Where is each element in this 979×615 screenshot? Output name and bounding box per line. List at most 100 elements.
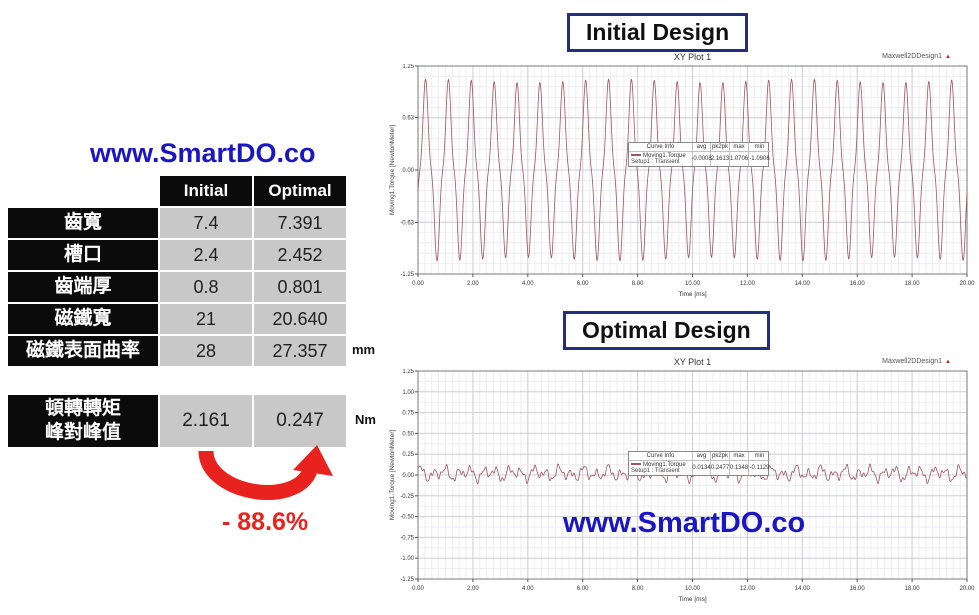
row-label-magnet-surface-curvature: 磁鐵表面曲率 [8, 336, 158, 366]
legend-header-pk2pk: pk2pk [711, 143, 730, 152]
svg-text:16.00: 16.00 [850, 281, 866, 287]
legend-header-avg: avg [693, 143, 711, 152]
svg-text:0.50: 0.50 [402, 431, 414, 437]
svg-text:10.00: 10.00 [685, 281, 701, 287]
reduction-arrow-icon [198, 445, 333, 500]
svg-text:Time [ms]: Time [ms] [678, 596, 706, 603]
svg-text:0.00: 0.00 [412, 281, 424, 287]
svg-text:-0.75: -0.75 [400, 535, 414, 541]
svg-text:0.00: 0.00 [402, 473, 414, 479]
svg-text:14.00: 14.00 [795, 586, 811, 592]
svg-text:-0.50: -0.50 [400, 515, 414, 521]
initial-design-plot: XY Plot 1 Maxwell2DDesign1 ▲ 0.00 2.00 4.00… [385, 52, 979, 305]
cell-value: 0.8 [160, 272, 252, 302]
legend-avg-value: 0.0134 [692, 461, 711, 475]
optimal-design-title-box: Optimal Design [563, 311, 770, 350]
plot-title: XY Plot 1 [673, 357, 712, 367]
row-label-slot-opening: 槽口 [8, 240, 158, 270]
svg-text:6.00: 6.00 [577, 281, 589, 287]
cogging-label-line1: 頓轉轉矩 [44, 398, 121, 419]
legend-min-value: -0.1129 [749, 465, 770, 471]
plot-title: XY Plot 1 [673, 52, 712, 62]
ansys-marker-icon: ▲ [945, 54, 951, 60]
cell-value: 2.452 [254, 240, 346, 270]
cogging-label-line2: 峰對峰值 [44, 422, 121, 443]
row-label-magnet-width: 磁鐵寬 [8, 304, 158, 334]
row-label-tooth-tip-thickness: 齒端厚 [8, 272, 158, 302]
svg-text:12.00: 12.00 [740, 281, 756, 287]
svg-text:1.00: 1.00 [402, 390, 414, 396]
svg-text:Time [ms]: Time [ms] [678, 291, 706, 298]
svg-text:0.75: 0.75 [402, 411, 414, 417]
legend-header-pk2pk: pk2pk [711, 452, 730, 461]
svg-text:8.00: 8.00 [632, 281, 644, 287]
svg-text:Moving1.Torque [NewtonMeter]: Moving1.Torque [NewtonMeter] [389, 125, 396, 216]
svg-text:4.00: 4.00 [522, 586, 534, 592]
legend-series-line: Moving1.Torque [631, 153, 686, 159]
legend-min-value: -1.0906 [749, 156, 770, 162]
series-setup: Setup1 : Transient [631, 468, 680, 474]
unit-nm-label: Nm [355, 412, 376, 427]
legend-header-min: min [749, 143, 770, 152]
svg-text:14.00: 14.00 [795, 281, 811, 287]
svg-text:0.00: 0.00 [412, 586, 424, 592]
design-corner-label: Maxwell2DDesign1 ▲ [882, 358, 951, 365]
table-corner-spacer [8, 176, 158, 206]
cell-value: 7.391 [254, 208, 346, 238]
optimal-design-title: Optimal Design [582, 317, 751, 343]
col-header-initial: Initial [160, 176, 252, 206]
legend-pk2pk-value: 2.1613 [711, 152, 730, 166]
legend-header-curve-info: Curve Info [629, 452, 693, 461]
legend-header-curve-info: Curve Info [629, 143, 693, 152]
legend-header-avg: avg [693, 452, 711, 461]
svg-text:8.00: 8.00 [632, 586, 644, 592]
svg-text:10.00: 10.00 [685, 586, 701, 592]
legend-series-name: Moving1.Torque Setup1 : Transient [629, 461, 693, 475]
legend-header-min: min [749, 452, 770, 461]
svg-text:-1.25: -1.25 [400, 272, 414, 278]
cell-value: 0.801 [254, 272, 346, 302]
svg-text:1.25: 1.25 [402, 369, 414, 375]
col-header-optimal: Optimal [254, 176, 346, 206]
optimal-design-plot: XY Plot 1 Maxwell2DDesign1 ▲ 0.00 2.00 4.00… [385, 357, 979, 610]
svg-text:2.00: 2.00 [467, 281, 479, 287]
series-color-swatch-icon [631, 463, 641, 466]
cell-value: 28 [160, 336, 252, 366]
cogging-optimal-value: 0.247 [254, 395, 346, 447]
legend-max-value: 0.1348 [730, 461, 749, 475]
svg-text:0.00: 0.00 [402, 168, 414, 174]
smartdo-watermark-right: www.SmartDO.co [563, 507, 806, 539]
improvement-percent: - 88.6% [222, 508, 309, 536]
svg-text:6.00: 6.00 [577, 586, 589, 592]
curve-info-legend: Curve Info avg pk2pk max min Moving1.Tor… [628, 451, 770, 476]
cell-value: 20.640 [254, 304, 346, 334]
svg-text:-0.25: -0.25 [400, 494, 414, 500]
maxwell-design-name: Maxwell2DDesign1 [882, 358, 943, 365]
cell-value: 21 [160, 304, 252, 334]
svg-text:12.00: 12.00 [740, 586, 756, 592]
svg-text:-1.25: -1.25 [400, 577, 414, 583]
legend-header-max: max [730, 143, 749, 152]
legend-avg-value: -0.0008 [691, 152, 712, 166]
smartdo-watermark-left: www.SmartDO.co [90, 138, 316, 168]
svg-text:1.25: 1.25 [402, 64, 414, 70]
svg-text:18.00: 18.00 [905, 281, 921, 287]
row-label-cogging-torque-pk2pk: 頓轉轉矩 峰對峰值 [8, 395, 158, 447]
torque-waveform-canvas: 0.00 2.00 4.00 6.00 8.00 10.00 12.00 14.00 16.00… [389, 64, 975, 298]
svg-text:20.00: 20.00 [959, 586, 975, 592]
row-label-tooth-width: 齒寬 [8, 208, 158, 238]
svg-text:0.25: 0.25 [402, 452, 414, 458]
svg-text:20.00: 20.00 [959, 281, 975, 287]
design-corner-label: Maxwell2DDesign1 ▲ [882, 53, 951, 60]
legend-max-value: 1.0706 [730, 152, 749, 166]
initial-design-title: Initial Design [586, 19, 730, 45]
svg-text:18.00: 18.00 [905, 586, 921, 592]
cell-value: 7.4 [160, 208, 252, 238]
series-name: Moving1.Torque [643, 462, 686, 468]
series-color-swatch-icon [631, 154, 641, 157]
svg-text:2.00: 2.00 [467, 586, 479, 592]
svg-text:0.63: 0.63 [402, 116, 414, 122]
curve-info-legend: Curve Info avg pk2pk max min Moving1.Tor… [628, 142, 770, 167]
cogging-initial-value: 2.161 [160, 395, 252, 447]
